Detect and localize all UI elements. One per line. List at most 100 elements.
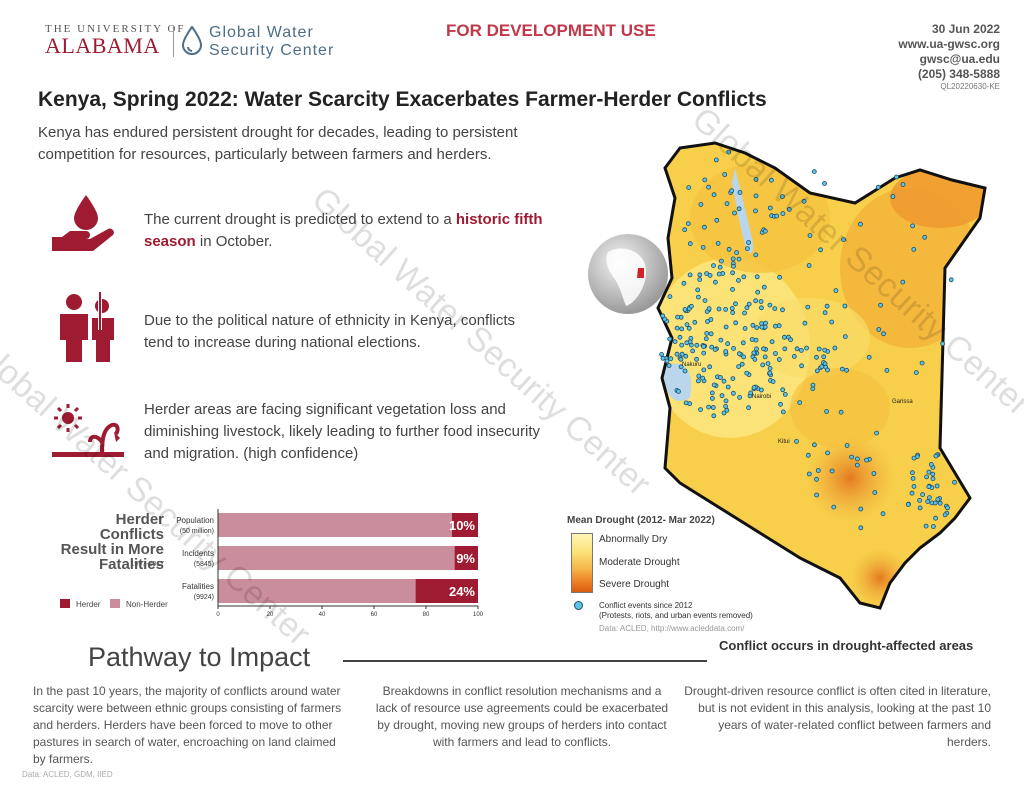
conflict-event-dot — [708, 331, 714, 337]
conflict-event-dot — [721, 378, 727, 384]
phone-label: (205) 348-5888 — [917, 67, 1000, 81]
conflict-event-dot — [744, 370, 750, 376]
conflict-event-dot — [905, 502, 911, 507]
category-label-2: Fatalities — [182, 582, 214, 591]
conflict-event-dot — [715, 240, 721, 246]
conflict-event-dot — [678, 364, 684, 370]
conflict-event-dot — [685, 221, 691, 226]
pathway-column-1: In the past 10 years, the majority of co… — [33, 684, 342, 766]
conflict-event-dot — [761, 284, 767, 290]
drought-raster — [658, 143, 985, 608]
x-tick-label-3: 60 — [371, 612, 378, 618]
conflict-event-dot — [684, 322, 690, 328]
conflict-event-dot — [711, 192, 717, 198]
x-tick-label-0: 0 — [216, 612, 220, 618]
bar-non-herder-1 — [218, 546, 455, 570]
conflict-event-dot — [811, 442, 817, 448]
conflict-event-dot — [702, 224, 707, 230]
conflict-event-dot — [780, 387, 786, 393]
doc-code: QL20220630-KE — [940, 82, 1000, 91]
university-name: ALABAMA — [45, 33, 160, 58]
conflict-event-dot — [690, 348, 696, 354]
conflict-event-dot — [778, 401, 783, 407]
conflict-event-dot — [745, 246, 750, 252]
conflict-event-dot — [924, 474, 930, 480]
conflict-event-dot — [780, 307, 785, 313]
conflict-events-title: Conflict events since 2012 — [599, 601, 693, 610]
conflict-event-dot — [854, 456, 860, 462]
conflict-event-dot — [866, 354, 872, 360]
conflict-event-dot — [839, 366, 845, 372]
conflict-event-dot — [678, 356, 684, 362]
bar-herder-0 — [452, 513, 478, 537]
conflict-event-dot — [925, 499, 931, 505]
conflict-event-dot — [724, 201, 730, 207]
conflict-event-dot — [841, 237, 847, 243]
conflict-event-dot — [917, 505, 923, 511]
conflict-event-dot — [716, 271, 722, 277]
conflict-event-dot — [933, 515, 939, 521]
conflict-event-dot — [876, 327, 882, 332]
conflict-event-dot — [805, 304, 811, 310]
bar-non-herder-0 — [218, 513, 452, 537]
kenya-border — [656, 141, 987, 610]
conflict-event-dot — [659, 351, 665, 357]
conflict-event-dot — [674, 325, 680, 331]
conflict-event-dot — [768, 177, 774, 183]
conflict-event-dot — [940, 341, 946, 347]
conflict-event-dot — [763, 320, 768, 326]
conflict-event-dot — [726, 246, 732, 252]
conflict-event-dot — [854, 462, 860, 468]
conflict-event-dot — [713, 279, 718, 285]
conflict-event-dot — [798, 347, 804, 353]
conflict-event-dot — [749, 337, 755, 342]
conflict-event-dot — [684, 340, 690, 346]
africa-locator-globe — [588, 234, 668, 314]
conflict-event-dot — [842, 303, 848, 309]
conflict-event-dot — [773, 351, 778, 356]
conflict-event-dot — [930, 476, 936, 482]
conflict-event-dot — [753, 208, 758, 214]
conflict-event-dot — [729, 188, 735, 194]
conflict-events-note: (Protests, riots, and urban events remov… — [599, 611, 753, 620]
conflict-event-dot — [875, 184, 881, 190]
conflict-event-dot — [751, 350, 757, 356]
conflict-event-dot — [667, 294, 673, 300]
category-label-1: (5845) — [194, 561, 214, 568]
conflict-event-dot — [781, 334, 787, 340]
conflict-event-dot — [928, 461, 934, 467]
map-source: Data: ACLED, http://www.acleddata.com/ — [599, 624, 745, 633]
conflict-event-dot — [788, 337, 794, 343]
date-label: 30 Jun 2022 — [931, 22, 1000, 36]
conflict-event-dot — [753, 177, 759, 182]
conflict-event-dot — [822, 347, 828, 353]
website-link[interactable]: www.ua-gwsc.org — [898, 37, 1000, 51]
conflict-event-dot — [758, 299, 764, 304]
bullet-vegetation: Herder areas are facing significant vege… — [144, 401, 541, 462]
conflict-event-dot — [815, 468, 821, 473]
conflict-event-dot — [952, 479, 957, 485]
conflict-event-dot — [759, 387, 764, 393]
conflict-event-dot — [909, 490, 915, 496]
conflict-event-dot — [719, 258, 724, 264]
center-name: Global Water Security Center — [209, 24, 335, 59]
conflict-event-dot — [704, 330, 710, 336]
conflict-event-dot — [814, 492, 820, 498]
conflict-event-dot — [772, 323, 778, 329]
email-link[interactable]: gwsc@ua.edu — [919, 52, 1000, 66]
conflict-event-dot — [694, 342, 700, 348]
x-tick-label-5: 100 — [473, 612, 484, 618]
category-label-2: (9924) — [194, 594, 214, 601]
conflict-event-dot — [911, 483, 917, 489]
conflict-event-dot — [911, 455, 917, 461]
conflict-event-dot — [942, 512, 948, 518]
conflict-event-dot — [682, 368, 688, 374]
conflict-event-dot — [730, 376, 736, 382]
conflict-event-dot — [926, 495, 932, 501]
conflict-event-dot — [772, 306, 778, 312]
bullet-drought-text-end: in October. — [195, 233, 273, 250]
legend-herder-swatch — [60, 599, 70, 608]
conflict-event-dot — [682, 227, 688, 233]
conflict-event-dot — [919, 360, 925, 366]
conflict-event-dot — [722, 172, 728, 177]
